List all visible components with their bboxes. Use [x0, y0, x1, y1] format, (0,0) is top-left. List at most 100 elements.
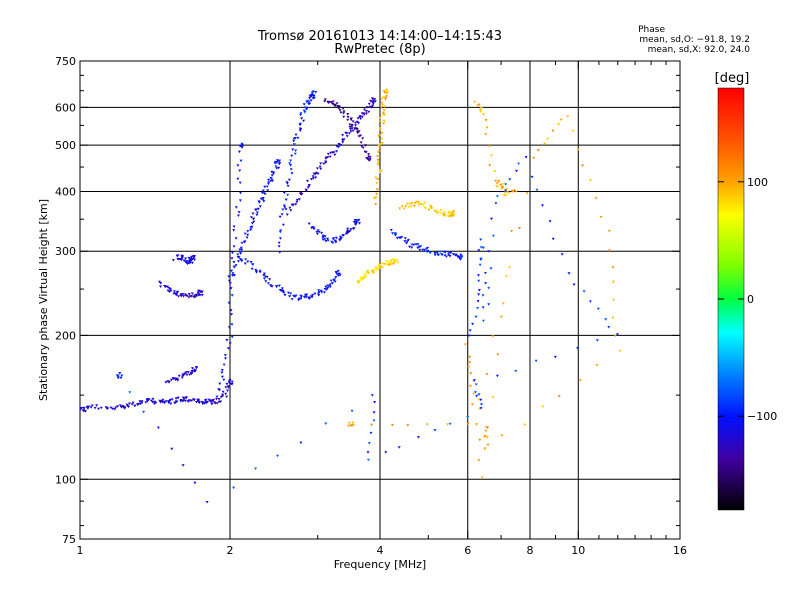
- data-point: [611, 280, 615, 284]
- data-point: [321, 234, 325, 238]
- data-point: [367, 272, 370, 275]
- data-point: [401, 205, 404, 208]
- data-point: [607, 249, 611, 252]
- data-point: [480, 476, 484, 479]
- data-point: [280, 213, 284, 216]
- data-point: [412, 243, 416, 247]
- data-point: [244, 258, 248, 261]
- data-point: [481, 294, 485, 297]
- data-point: [179, 294, 183, 297]
- data-point: [423, 201, 427, 205]
- data-point: [385, 91, 389, 94]
- data-point: [535, 188, 539, 192]
- data-point: [177, 258, 181, 261]
- data-point: [316, 232, 319, 236]
- data-point: [392, 257, 396, 261]
- data-point: [316, 172, 320, 176]
- y-tick-label: 750: [55, 55, 76, 68]
- data-point: [345, 231, 349, 234]
- data-point: [467, 334, 471, 337]
- data-point: [611, 316, 615, 320]
- data-point: [416, 243, 420, 246]
- data-point: [435, 211, 439, 215]
- data-point: [477, 289, 481, 292]
- data-point: [466, 416, 470, 419]
- data-point: [177, 295, 181, 298]
- data-point: [314, 91, 318, 94]
- x-axis: 1 2 4 6 8 10 16: [77, 61, 687, 557]
- data-point: [183, 372, 187, 375]
- data-point: [170, 378, 173, 382]
- data-point: [374, 203, 378, 206]
- data-point: [366, 270, 370, 273]
- data-point: [241, 144, 245, 148]
- data-point: [261, 197, 265, 200]
- data-point: [477, 459, 481, 462]
- data-point: [377, 267, 381, 271]
- data-point: [355, 220, 359, 224]
- x-tick-label: 4: [377, 544, 384, 557]
- data-point: [458, 257, 462, 260]
- y-tick-label: 500: [55, 139, 76, 152]
- data-point: [419, 245, 423, 248]
- data-point: [167, 290, 171, 294]
- data-point: [200, 400, 204, 404]
- data-point: [443, 254, 447, 257]
- data-point: [355, 120, 359, 124]
- data-point: [187, 296, 191, 299]
- data-point: [274, 165, 278, 168]
- data-point: [291, 203, 295, 207]
- data-point: [499, 187, 503, 191]
- data-point: [377, 151, 381, 154]
- data-point: [289, 168, 293, 171]
- data-point: [292, 143, 296, 146]
- data-point: [329, 151, 333, 155]
- data-point: [417, 201, 421, 205]
- data-point: [307, 184, 311, 188]
- data-point: [370, 270, 374, 273]
- data-point: [283, 294, 287, 297]
- data-point: [191, 367, 194, 370]
- data-point: [280, 287, 284, 290]
- data-point: [378, 171, 382, 174]
- data-point: [249, 228, 253, 231]
- data-point: [553, 355, 557, 359]
- data-point: [177, 374, 181, 378]
- data-point: [282, 204, 286, 207]
- data-point: [337, 145, 341, 149]
- data-point: [265, 276, 269, 279]
- data-point: [318, 165, 322, 169]
- data-point: [611, 266, 615, 269]
- data-point: [559, 118, 563, 122]
- data-point: [382, 89, 386, 93]
- data-point: [200, 290, 204, 294]
- data-point: [114, 406, 118, 409]
- data-point: [288, 162, 292, 165]
- data-point: [478, 438, 482, 442]
- data-point: [383, 91, 387, 94]
- data-point: [446, 423, 450, 426]
- data-point: [246, 230, 250, 233]
- data-point: [175, 293, 179, 297]
- data-point: [341, 134, 345, 137]
- data-point: [426, 249, 430, 253]
- data-point: [197, 289, 201, 293]
- data-point: [362, 112, 365, 115]
- data-point: [370, 394, 374, 397]
- data-point: [264, 280, 268, 283]
- data-point: [428, 251, 432, 254]
- data-point: [254, 467, 258, 470]
- data-point: [311, 293, 315, 297]
- data-point: [320, 291, 324, 294]
- data-point: [161, 398, 165, 402]
- data-point: [256, 207, 260, 211]
- data-point: [236, 253, 240, 256]
- data-point: [296, 136, 300, 140]
- data-point: [489, 267, 493, 270]
- data-point: [175, 377, 179, 381]
- data-point: [326, 152, 330, 156]
- data-point: [262, 277, 266, 280]
- data-point: [149, 399, 153, 403]
- data-point: [215, 402, 219, 405]
- data-point: [384, 260, 388, 263]
